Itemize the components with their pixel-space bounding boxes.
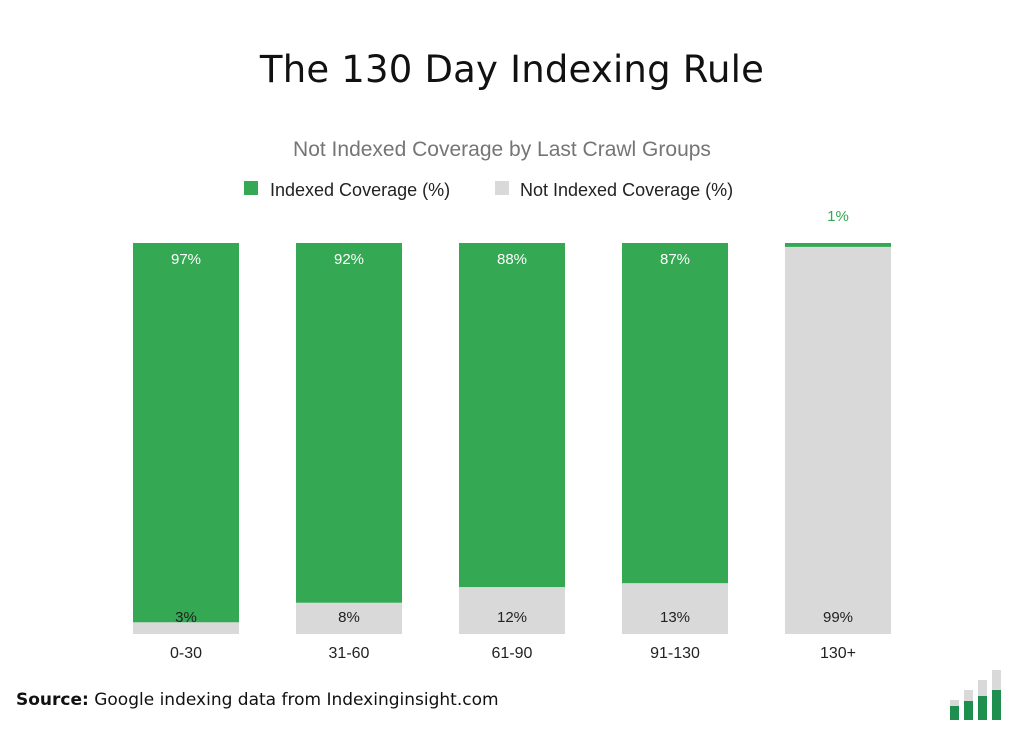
x-tick-label-31-60: 31-60 [329, 645, 370, 662]
data-label-not-indexed-0-30: 3% [175, 609, 197, 626]
x-tick-label-130+: 130+ [820, 645, 856, 662]
source-label: Source: [16, 690, 89, 710]
data-label-not-indexed-61-90: 12% [497, 609, 527, 626]
page-title: The 130 Day Indexing Rule [259, 48, 765, 91]
source-text: Google indexing data from Indexinginsigh… [88, 690, 499, 710]
data-label-indexed-130+: 1% [827, 208, 849, 225]
data-label-indexed-91-130: 87% [660, 251, 690, 268]
stacked-bar-chart: Not Indexed Coverage by Last Crawl Group… [133, 138, 891, 662]
bar-indexed-0-30 [133, 243, 239, 623]
bar-not-indexed-61-90 [459, 587, 565, 634]
bar-not-indexed-91-130 [622, 583, 728, 634]
x-tick-label-61-90: 61-90 [492, 645, 533, 662]
x-tick-label-91-130: 91-130 [650, 645, 700, 662]
data-label-indexed-31-60: 92% [334, 251, 364, 268]
chart-bars: 97% 3% 92% 8% 88% 12% 87% 13% 1% 99% [133, 208, 891, 634]
bar-chart-logo-icon [950, 670, 1001, 720]
x-tick-label-0-30: 0-30 [170, 645, 202, 662]
legend-label-indexed: Indexed Coverage (%) [270, 180, 450, 200]
data-label-not-indexed-31-60: 8% [338, 609, 360, 626]
x-axis-labels: 0-30 31-60 61-90 91-130 130+ [170, 645, 856, 662]
data-label-not-indexed-130+: 99% [823, 609, 853, 626]
source-note: Source: Google indexing data from Indexi… [16, 690, 499, 710]
bar-indexed-91-130 [622, 243, 728, 584]
chart-legend: Indexed Coverage (%) Not Indexed Coverage… [244, 180, 733, 200]
bar-indexed-130+ [785, 243, 891, 247]
data-label-not-indexed-91-130: 13% [660, 609, 690, 626]
chart-title: Not Indexed Coverage by Last Crawl Group… [293, 138, 711, 161]
data-label-indexed-0-30: 97% [171, 251, 201, 268]
legend-swatch-indexed [244, 181, 258, 195]
bar-not-indexed-0-30 [133, 622, 239, 634]
bar-not-indexed-31-60 [296, 602, 402, 634]
legend-swatch-not-indexed [495, 181, 509, 195]
bar-indexed-31-60 [296, 243, 402, 603]
data-label-indexed-61-90: 88% [497, 251, 527, 268]
legend-label-not-indexed: Not Indexed Coverage (%) [520, 180, 733, 200]
bar-indexed-61-90 [459, 243, 565, 588]
bar-not-indexed-130+ [785, 246, 891, 634]
